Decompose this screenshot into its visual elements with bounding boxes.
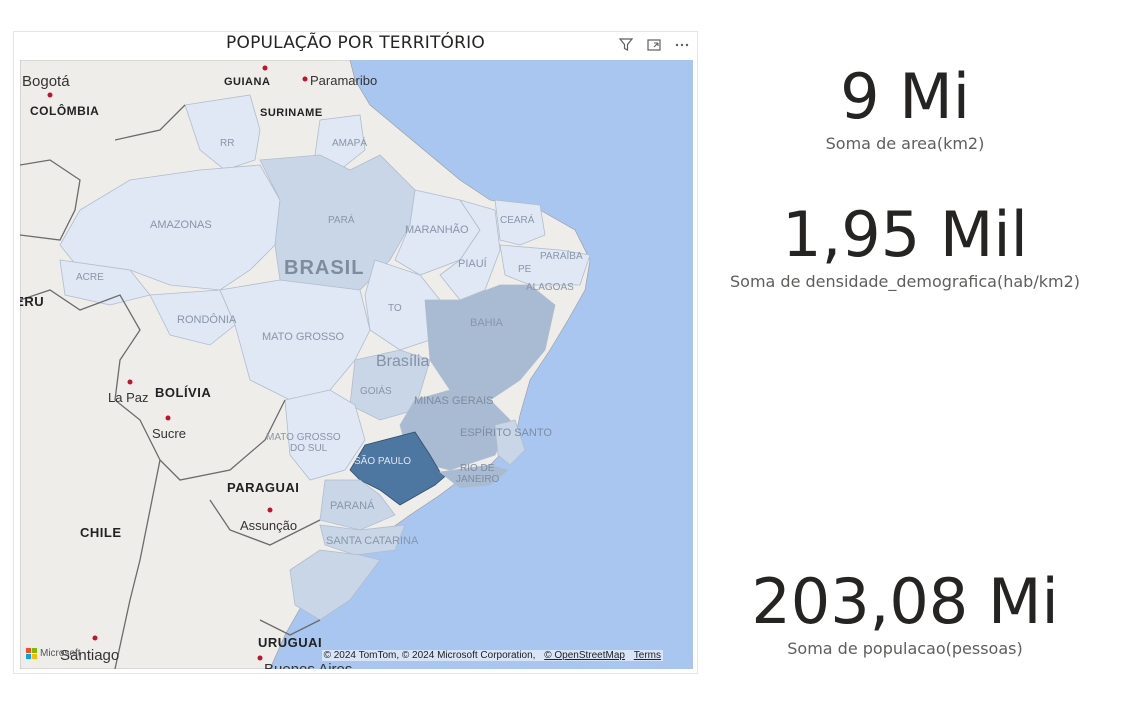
map-canvas[interactable]: Bogotá COLÔMBIA GUIANA Paramaribo SURINA… <box>20 60 693 669</box>
city-dot-assuncao <box>267 507 273 513</box>
label-la-paz: La Paz <box>108 390 148 405</box>
label-uruguai: URUGUAI <box>258 635 322 650</box>
label-bogota: Bogotá <box>22 73 70 90</box>
state-ms[interactable] <box>284 389 366 481</box>
map-svg[interactable]: Bogotá COLÔMBIA GUIANA Paramaribo SURINA… <box>20 60 693 669</box>
label-paraiba: PARAÍBA <box>540 249 583 262</box>
label-rj-line2: JANEIRO <box>456 474 500 485</box>
label-alagoas: ALAGOAS <box>526 282 574 293</box>
terms-link[interactable]: Terms <box>633 650 661 661</box>
state-to[interactable] <box>364 259 441 351</box>
brazil-states <box>59 94 591 621</box>
label-rr: RR <box>220 138 234 149</box>
city-dot-bogota <box>47 92 53 98</box>
microsoft-logo: Microsoft <box>26 648 81 659</box>
label-peru: PERU <box>20 294 44 309</box>
city-dot-la-paz <box>127 379 133 385</box>
label-santa-catarina: SANTA CATARINA <box>326 535 419 547</box>
openstreetmap-link[interactable]: © OpenStreetMap <box>544 650 625 661</box>
label-amazonas: AMAZONAS <box>150 219 212 231</box>
state-rr[interactable] <box>184 94 261 171</box>
label-paramaribo: Paramaribo <box>310 73 377 88</box>
label-sao-paulo: SÃO PAULO <box>354 454 411 467</box>
label-guiana: GUIANA <box>224 76 270 88</box>
label-espirito-santo: ESPÍRITO SANTO <box>460 426 552 439</box>
label-pe: PE <box>518 264 532 275</box>
label-piaui: PIAUÍ <box>458 257 488 270</box>
label-brasil: BRASIL <box>284 257 364 279</box>
label-maranhao: MARANHÃO <box>405 223 469 236</box>
label-sucre: Sucre <box>152 426 186 441</box>
card-area-label: Soma de area(km2) <box>825 134 985 153</box>
microsoft-logo-text: Microsoft <box>40 648 81 659</box>
focus-mode-icon[interactable] <box>645 36 663 54</box>
card-density-value: 1,95 Mil <box>782 198 1028 271</box>
card-population-value: 203,08 Mi <box>751 565 1059 638</box>
city-dot-guiana <box>262 65 268 71</box>
country-borders <box>20 104 321 669</box>
label-mato-grosso: MATO GROSSO <box>262 331 345 343</box>
map-visual[interactable]: POPULAÇÃO POR TERRITÓRIO <box>13 31 698 674</box>
state-rj[interactable] <box>439 464 509 489</box>
label-ms-line2: DO SUL <box>290 443 328 454</box>
label-acre: ACRE <box>76 272 104 283</box>
more-options-icon[interactable] <box>673 36 691 54</box>
microsoft-logo-icon <box>26 648 37 659</box>
state-ap[interactable] <box>314 114 366 171</box>
state-mt[interactable] <box>219 279 371 401</box>
cities <box>47 65 308 661</box>
label-rj-line1: RIO DE <box>460 463 495 474</box>
state-es[interactable] <box>494 419 526 466</box>
state-ce[interactable] <box>494 199 546 246</box>
state-pb-pe[interactable] <box>499 244 591 286</box>
city-dot-santiago <box>92 635 98 641</box>
state-rs[interactable] <box>289 549 381 621</box>
label-assuncao: Assunção <box>240 518 297 533</box>
card-density-label: Soma de densidade_demografica(hab/km2) <box>730 272 1080 291</box>
label-bahia: BAHIA <box>470 317 504 329</box>
attribution-text: © 2024 TomTom, © 2024 Microsoft Corporat… <box>323 650 536 661</box>
city-dot-buenos-aires <box>257 655 263 661</box>
label-amapa: AMAPÁ <box>332 136 367 149</box>
city-dot-paramaribo <box>302 76 308 82</box>
label-chile: CHILE <box>80 525 122 540</box>
label-para: PARÁ <box>328 213 355 226</box>
card-population-label: Soma de populacao(pessoas) <box>787 639 1023 658</box>
label-santiago: Santiago <box>60 647 119 664</box>
label-rondonia: RONDÔNIA <box>177 313 237 326</box>
label-suriname: SURINAME <box>260 107 323 119</box>
map-attribution: © 2024 TomTom, © 2024 Microsoft Corporat… <box>321 650 663 661</box>
label-colombia: COLÔMBIA <box>30 103 99 118</box>
label-ceara: CEARÁ <box>500 213 535 226</box>
visual-toolbar <box>617 36 691 54</box>
label-parana: PARANÁ <box>330 499 375 512</box>
label-to: TO <box>388 303 402 314</box>
card-area-value: 9 Mi <box>840 60 970 133</box>
card-area[interactable]: 9 Mi Soma de area(km2) <box>700 60 1110 154</box>
state-sc[interactable] <box>319 524 406 556</box>
state-ac[interactable] <box>59 259 151 306</box>
label-buenos-aires: Buenos Aires <box>264 661 352 669</box>
card-population[interactable]: 203,08 Mi Soma de populacao(pessoas) <box>700 565 1110 659</box>
label-bolivia: BOLÍVIA <box>155 385 211 400</box>
state-pa[interactable] <box>259 154 416 291</box>
visual-title: POPULAÇÃO POR TERRITÓRIO <box>226 33 485 53</box>
label-goias: GOIÁS <box>360 384 392 397</box>
city-dot-sucre <box>165 415 171 421</box>
state-ro[interactable] <box>149 289 236 346</box>
label-ms-line1: MATO GROSSO <box>266 432 341 443</box>
label-paraguai: PARAGUAI <box>227 480 299 495</box>
card-density[interactable]: 1,95 Mil Soma de densidade_demografica(h… <box>700 198 1110 292</box>
label-brasilia: Brasília <box>376 353 429 370</box>
filter-icon[interactable] <box>617 36 635 54</box>
label-minas-gerais: MINAS GERAIS <box>414 395 493 407</box>
state-ba[interactable] <box>424 284 556 401</box>
